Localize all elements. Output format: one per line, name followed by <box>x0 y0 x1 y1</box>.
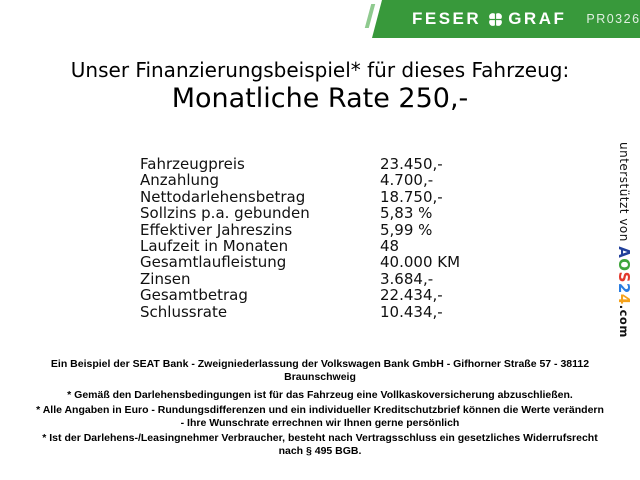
table-row: Anzahlung 4.700,- <box>140 171 460 190</box>
table-row: Gesamtlaufleistung 40.000 KM <box>140 253 461 272</box>
row-label: Gesamtlaufleistung <box>140 253 287 272</box>
disclaimer-line: * Gemäß den Darlehensbedingungen ist für… <box>67 389 573 401</box>
aos24-logo: S <box>615 271 633 283</box>
table-row: Schlussrate 10.434,- <box>140 302 460 321</box>
row-label: Effektiver Jahreszins <box>140 220 293 239</box>
table-row: Gesamtbetrag 22.434,- <box>140 286 460 305</box>
footer-disclaimer: Ein Beispiel der SEAT Bank - Zweignieder… <box>0 358 640 458</box>
aos24-logo: A <box>615 246 633 259</box>
aos24-logo: 2 <box>615 282 633 294</box>
brand-logo: FESER GRAF <box>412 9 566 29</box>
support-credit-text: unterstützt von <box>617 142 631 247</box>
brand-name-feser: FESER <box>412 9 482 28</box>
row-value: 4.700,- <box>380 171 434 190</box>
row-label: Sollzins p.a. gebunden <box>140 204 310 223</box>
row-value: 5,83 % <box>380 204 433 223</box>
row-value: 10.434,- <box>380 302 443 321</box>
banner-slash-decoration <box>364 4 376 28</box>
row-value: 48 <box>380 236 400 255</box>
disclaimer-line: * Alle Angaben in Euro - Rundungsdiffere… <box>36 404 604 416</box>
row-value: 3.684,- <box>380 269 434 288</box>
row-label: Anzahlung <box>140 171 220 190</box>
row-label: Gesamtbetrag <box>140 286 248 305</box>
row-value: 40.000 KM <box>380 253 461 272</box>
brand-banner: FESER GRAF PR032680 <box>372 0 640 38</box>
row-label: Schlussrate <box>140 302 228 321</box>
row-label: Zinsen <box>140 269 191 288</box>
page-title: Unser Finanzierungsbeispiel* für dieses … <box>70 58 570 82</box>
brand-name-graf: GRAF <box>508 9 567 28</box>
row-value: 5,99 % <box>380 220 433 239</box>
banner-code: PR032680 <box>586 12 640 26</box>
table-row: Fahrzeugpreis 23.450,- <box>140 155 460 173</box>
row-label: Nettodarlehensbetrag <box>140 187 306 206</box>
table-row: Nettodarlehensbetrag 18.750,- <box>140 187 460 206</box>
clover-icon <box>489 12 503 26</box>
aos24-domain-suffix: .com <box>617 304 631 338</box>
row-value: 22.434,- <box>380 286 443 305</box>
disclaimer-line: nach § 495 BGB. <box>278 445 362 457</box>
table-row: Zinsen 3.684,- <box>140 269 460 288</box>
finance-table: Fahrzeugpreis 23.450,- Anzahlung 4.700,- N… <box>140 156 460 320</box>
table-row: Sollzins p.a. gebunden 5,83 % <box>140 204 460 223</box>
disclaimer-line: * Ist der Darlehens-/Leasingnehmer Verbr… <box>42 432 598 444</box>
row-label: Fahrzeugpreis <box>140 155 245 173</box>
disclaimer-line: - Ihre Wunschrate errechnen wir Ihnen ge… <box>180 417 460 429</box>
disclaimer-line: Braunschweig <box>284 371 356 383</box>
table-row: Effektiver Jahreszins 5,99 % <box>140 220 460 239</box>
disclaimer-line: Ein Beispiel der SEAT Bank - Zweignieder… <box>50 358 590 370</box>
monthly-rate-title: Monatliche Rate 250,- <box>171 83 469 114</box>
aos24-logo: O <box>615 258 633 272</box>
support-credit: unterstützt von AOS24.com <box>615 142 634 338</box>
row-value: 18.750,- <box>380 187 443 206</box>
table-row: Laufzeit in Monaten 48 <box>140 236 460 255</box>
row-label: Laufzeit in Monaten <box>140 236 289 255</box>
row-value: 23.450,- <box>380 155 443 173</box>
aos24-logo: 4 <box>615 293 633 305</box>
